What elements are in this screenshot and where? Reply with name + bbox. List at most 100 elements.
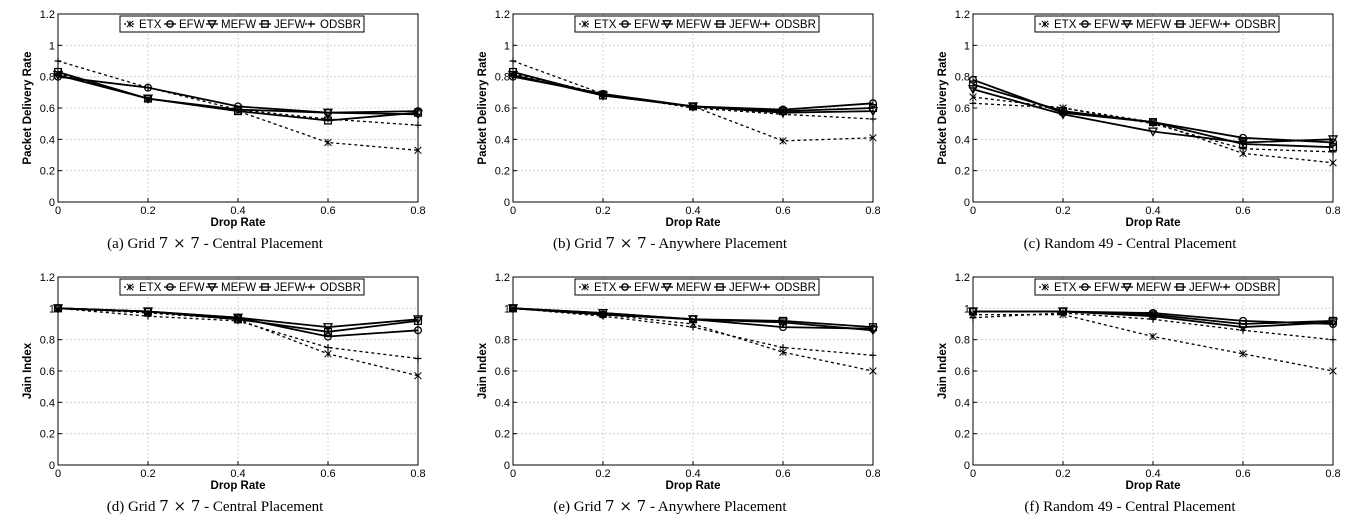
point-marker (1222, 283, 1230, 291)
x-tick-label: 0.4 (1145, 468, 1160, 480)
y-tick-label: 0.6 (40, 103, 55, 115)
point-marker (762, 283, 770, 291)
chart-caption: (c) Random 49 - Central Placement (915, 234, 1345, 253)
x-tick-label: 0.8 (1325, 468, 1340, 480)
y-tick-label: 0 (964, 460, 970, 472)
y-tick-label: 1.2 (955, 272, 970, 284)
point-marker (414, 355, 422, 362)
legend-item: EFW (1079, 19, 1120, 31)
legend-label: ETX (1054, 282, 1077, 294)
series-line (512, 307, 874, 328)
point-marker (322, 108, 334, 119)
y-tick-label: 1 (504, 303, 510, 315)
chart-f: 0 0.2 0.4 0.6 0.8 0 0.2 0.4 0.6 0.8 1 1.2 Drop Rate J… (937, 272, 1341, 492)
x-axis-label: Drop Rate (666, 217, 721, 229)
legend-label: ODSBR (775, 282, 816, 294)
point-marker (868, 323, 878, 332)
point-marker (323, 327, 333, 336)
y-tick-label: 0.6 (40, 366, 55, 378)
chart-caption: (b) Grid 7 × 7 - Anywhere Placement (455, 234, 885, 253)
series-odsbr (969, 309, 1337, 344)
caption-prefix: (a) Grid (107, 236, 156, 252)
point-marker (621, 283, 629, 291)
point-marker (1329, 148, 1337, 156)
legend-item: ODSBR (305, 282, 361, 294)
point-marker (1328, 316, 1338, 325)
x-tick-label: 0.4 (230, 468, 245, 480)
y-tick-label: 0.8 (955, 72, 970, 84)
y-tick-label: 1 (504, 40, 510, 52)
point-marker (968, 80, 978, 89)
legend-item: ODSBR (1220, 282, 1276, 294)
legend-label: JEFW (274, 282, 305, 294)
legend-item: EFW (164, 19, 205, 31)
y-tick-label: 0.4 (40, 134, 55, 146)
legend-item: ODSBR (760, 282, 816, 294)
legend-label: ODSBR (775, 19, 816, 31)
point-marker (1041, 20, 1049, 28)
y-tick-label: 0.8 (955, 335, 970, 347)
x-tick-label: 0.2 (1055, 205, 1070, 217)
legend-label: ETX (139, 19, 162, 31)
y-tick-label: 1 (964, 40, 970, 52)
legend-label: EFW (1094, 282, 1120, 294)
y-tick-label: 0.8 (495, 72, 510, 84)
y-tick-label: 0.4 (495, 134, 510, 146)
point-marker (144, 312, 152, 320)
point-marker (509, 57, 517, 65)
point-marker (261, 20, 269, 28)
point-marker (322, 323, 334, 333)
x-axis-label: Drop Rate (666, 480, 721, 492)
y-tick-label: 1 (49, 303, 55, 315)
chart-panel-e: 0 0.2 0.4 0.6 0.8 0 0.2 0.4 0.6 0.8 1 1.2 Drop Rate J… (455, 263, 885, 523)
point-marker (1147, 312, 1159, 322)
point-marker (234, 317, 242, 325)
series-line (972, 83, 1334, 149)
x-tick-label: 0.2 (140, 205, 155, 217)
point-marker (509, 304, 517, 312)
x-tick-label: 0 (55, 205, 61, 217)
point-marker (1149, 332, 1157, 341)
legend-box (574, 15, 820, 33)
point-marker (53, 67, 63, 77)
legend-item: JEFW (259, 19, 305, 31)
legend-item: EFW (619, 282, 660, 294)
point-marker (1147, 127, 1159, 137)
y-tick-label: 1.2 (955, 9, 970, 21)
legend-item: MEFW (1121, 19, 1171, 31)
point-marker (1059, 309, 1067, 317)
y-tick-label: 0.6 (955, 366, 970, 378)
point-marker (716, 20, 724, 28)
legend-box (119, 278, 365, 296)
point-marker (1149, 315, 1157, 323)
x-tick-label: 0.8 (865, 205, 880, 217)
x-tick-label: 0.2 (595, 468, 610, 480)
x-tick-label: 0.8 (1325, 205, 1340, 217)
point-marker (969, 93, 977, 101)
point-marker (54, 57, 62, 65)
x-tick-label: 0.4 (685, 468, 700, 480)
y-tick-label: 1.2 (40, 272, 55, 284)
point-marker (126, 20, 134, 28)
x-axis-label: Drop Rate (211, 217, 266, 229)
point-marker (868, 99, 878, 108)
caption-suffix: - Central Placement (203, 236, 323, 252)
legend-item: JEFW (1174, 282, 1220, 294)
x-tick-label: 0 (510, 205, 516, 217)
point-marker (207, 283, 217, 293)
chart-caption: (e) Grid 7 × 7 - Anywhere Placement (455, 497, 885, 516)
point-marker (599, 312, 607, 320)
caption-prefix: (c) Random 49 (1023, 236, 1114, 252)
x-tick-label: 0.8 (865, 468, 880, 480)
legend-item: ETX (1039, 19, 1077, 31)
point-marker (1222, 20, 1230, 28)
legend-label: MEFW (1136, 282, 1171, 294)
point-marker (869, 115, 877, 123)
y-tick-label: 0 (504, 197, 510, 209)
legend-item: MEFW (1121, 282, 1171, 294)
point-marker (1122, 20, 1132, 30)
legend-label: ODSBR (1235, 19, 1276, 31)
point-marker (307, 20, 315, 28)
x-tick-label: 0.6 (320, 205, 335, 217)
x-tick-label: 0.2 (595, 205, 610, 217)
